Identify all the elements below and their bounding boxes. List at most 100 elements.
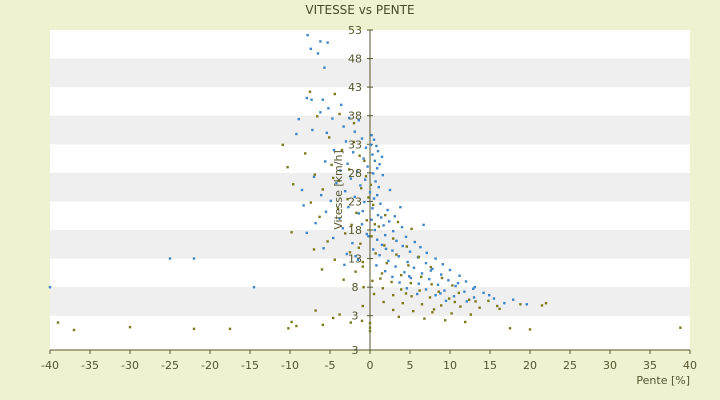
x-tick-label: 40: [683, 359, 697, 372]
data-point-blue: [384, 233, 387, 237]
y-tick-label: 23: [348, 195, 362, 208]
data-point-blue: [323, 66, 326, 69]
data-point-olive: [332, 316, 335, 320]
data-point-blue: [343, 263, 346, 267]
data-point-blue: [375, 144, 378, 148]
data-point-blue: [454, 284, 457, 288]
chart-title: VITESSE vs PENTE: [305, 3, 415, 17]
data-point-blue: [380, 243, 384, 247]
data-point-olive: [344, 232, 347, 235]
data-point-blue: [388, 188, 392, 192]
data-point-olive: [540, 304, 544, 307]
y-tick-label: 8: [352, 281, 359, 294]
data-point-blue: [387, 259, 390, 263]
data-point-blue: [372, 138, 376, 141]
data-point-olive: [478, 306, 481, 309]
data-point-blue: [320, 193, 323, 197]
x-tick-label: 5: [407, 359, 414, 372]
data-point-blue: [404, 235, 408, 239]
data-point-olive: [333, 258, 336, 261]
data-point-olive: [450, 312, 453, 315]
data-point-olive: [437, 290, 440, 293]
data-point-blue: [329, 199, 332, 203]
data-point-olive: [377, 225, 380, 228]
data-point-olive: [390, 280, 393, 284]
data-point-olive: [309, 201, 312, 204]
data-point-blue: [371, 207, 374, 210]
data-point-blue: [332, 148, 336, 152]
data-point-blue: [372, 197, 376, 200]
data-point-olive: [326, 240, 329, 243]
data-point-blue: [431, 267, 434, 271]
data-point-olive: [318, 215, 321, 219]
data-point-blue: [406, 260, 409, 264]
data-point-blue: [373, 159, 376, 163]
y-tick-label: 3: [352, 344, 359, 357]
data-point-blue: [384, 247, 388, 251]
data-point-blue: [168, 257, 172, 260]
data-point-blue: [394, 265, 397, 268]
data-point-olive: [363, 159, 366, 163]
data-point-blue: [295, 132, 298, 136]
data-point-blue: [340, 103, 343, 107]
y-tick-label: 48: [348, 53, 362, 66]
data-point-olive: [330, 163, 333, 167]
data-point-olive: [56, 321, 60, 324]
data-point-blue: [357, 119, 360, 122]
data-point-olive: [292, 183, 295, 186]
data-point-olive: [380, 272, 384, 275]
x-tick-label: 20: [523, 359, 537, 372]
data-point-olive: [400, 273, 403, 277]
data-point-olive: [468, 298, 471, 301]
data-point-blue: [420, 272, 424, 275]
data-point-olive: [371, 279, 374, 283]
data-point-blue: [441, 263, 444, 266]
data-point-olive: [350, 223, 353, 227]
data-point-blue: [392, 229, 395, 233]
data-point-olive: [357, 246, 360, 249]
data-point-blue: [503, 301, 506, 305]
data-point-olive: [464, 320, 467, 324]
data-point-blue: [341, 227, 344, 230]
data-point-olive: [397, 315, 400, 319]
data-point-olive: [474, 300, 477, 303]
data-point-olive: [342, 278, 345, 281]
data-point-blue: [326, 41, 329, 44]
y-tick-label: 3: [352, 310, 359, 323]
data-point-blue: [370, 133, 373, 137]
data-point-blue: [391, 275, 394, 279]
data-point-blue: [357, 212, 360, 215]
data-point-blue: [373, 228, 376, 232]
data-point-blue: [428, 277, 431, 281]
y-tick-label: 28: [348, 167, 362, 180]
data-point-blue: [332, 236, 335, 240]
data-point-blue: [375, 264, 378, 267]
x-tick-label: 35: [643, 359, 657, 372]
data-point-blue: [452, 295, 456, 298]
data-point-blue: [472, 296, 476, 299]
data-point-olive: [365, 219, 368, 222]
data-point-olive: [290, 231, 293, 234]
data-point-olive: [430, 283, 433, 286]
data-points: [48, 33, 682, 333]
data-point-olive: [508, 327, 512, 330]
data-point-olive: [392, 237, 395, 240]
data-point-olive: [374, 252, 377, 255]
data-point-olive: [544, 301, 548, 305]
data-point-blue: [386, 208, 389, 212]
x-tick-label: -30: [121, 359, 139, 372]
data-point-blue: [369, 143, 372, 147]
data-point-blue: [325, 131, 328, 135]
data-point-olive: [395, 253, 398, 256]
data-point-blue: [405, 287, 408, 290]
data-point-olive: [384, 213, 387, 217]
data-point-blue: [356, 170, 359, 173]
data-point-blue: [346, 162, 349, 165]
data-point-olive: [332, 176, 335, 180]
data-point-blue: [464, 280, 468, 283]
data-point-olive: [346, 197, 349, 201]
data-point-olive: [448, 297, 451, 300]
data-point-olive: [409, 281, 412, 285]
data-point-blue: [417, 282, 420, 285]
data-point-blue: [353, 130, 356, 133]
